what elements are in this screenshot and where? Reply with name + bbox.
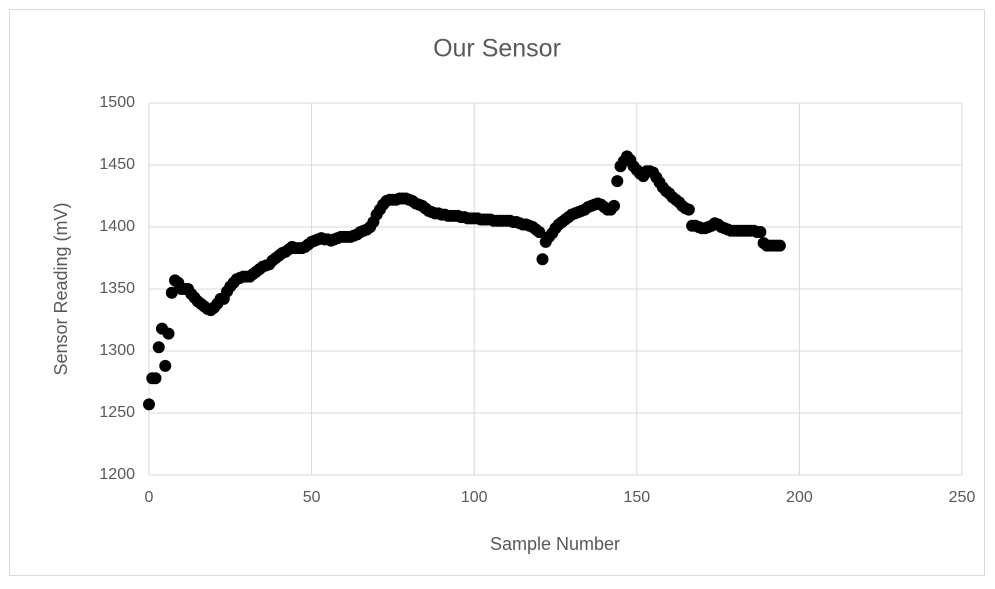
y-tick-label: 1500 (99, 94, 135, 111)
data-point (773, 239, 786, 252)
data-point (611, 175, 624, 188)
y-tick-label: 1400 (99, 218, 135, 235)
y-tick-label: 1450 (99, 156, 135, 173)
data-point (165, 286, 178, 299)
y-tick-label: 1200 (99, 466, 135, 483)
x-tick-label: 50 (303, 489, 321, 506)
y-tick-label: 1300 (99, 342, 135, 359)
y-tick-label: 1250 (99, 404, 135, 421)
data-point (159, 359, 172, 372)
data-point (149, 372, 162, 385)
y-axis-label: Sensor Reading (mV) (51, 202, 71, 375)
chart-title: Our Sensor (433, 35, 561, 63)
data-point (754, 225, 767, 238)
x-tick-label: 150 (623, 489, 650, 506)
x-tick-label: 200 (786, 489, 813, 506)
data-point (152, 341, 165, 354)
data-point (536, 253, 549, 266)
y-tick-label: 1350 (99, 280, 135, 297)
x-axis-label: Sample Number (490, 534, 620, 554)
data-point (682, 203, 695, 216)
data-point (162, 327, 175, 340)
x-tick-label: 0 (145, 489, 154, 506)
x-tick-label: 100 (461, 489, 488, 506)
chart-frame (9, 9, 985, 576)
data-point (608, 199, 621, 212)
data-point (143, 398, 155, 411)
data-point (533, 225, 546, 238)
x-tick-label: 250 (949, 489, 976, 506)
